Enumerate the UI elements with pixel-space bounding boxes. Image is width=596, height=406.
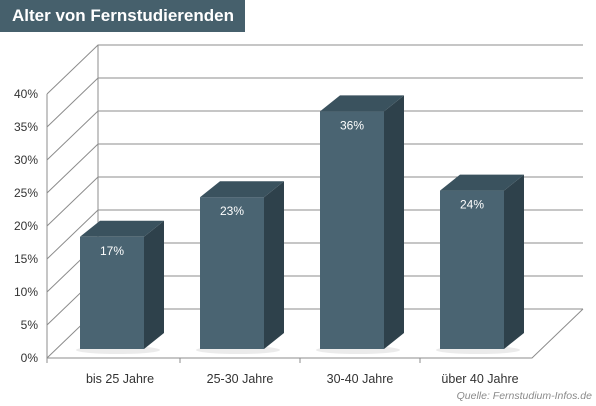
x-category-label: bis 25 Jahre (86, 372, 154, 386)
floor-edge (47, 308, 584, 359)
bar-front (80, 236, 144, 349)
bar: 23% (196, 181, 284, 354)
bar: 17% (76, 220, 164, 354)
gridline (46, 77, 583, 128)
chart-title: Alter von Fernstudierenden (0, 0, 245, 32)
source-note: Quelle: Fernstudium-Infos.de (456, 390, 592, 402)
bar-top (320, 95, 404, 112)
x-category-label: 25-30 Jahre (207, 372, 274, 386)
bar: 24% (436, 174, 524, 354)
y-tick-label: 35% (14, 120, 38, 134)
x-axis-categories: bis 25 Jahre 25-30 Jahre 30-40 Jahre über 4… (86, 372, 519, 386)
bar-top (440, 174, 524, 191)
gridline (46, 44, 583, 95)
y-tick-label: 0% (21, 351, 39, 365)
x-category-label: über 40 Jahre (441, 372, 518, 386)
data-label: 17% (100, 244, 124, 258)
y-tick-label: 40% (14, 87, 38, 101)
y-tick-label: 30% (14, 153, 38, 167)
y-tick-label: 15% (14, 252, 38, 266)
data-label: 23% (220, 204, 244, 218)
bar: 36% (316, 95, 404, 354)
bars: 17% 23% 36% 24% (76, 95, 524, 354)
bar-side (144, 220, 164, 349)
bar-front (320, 111, 384, 350)
bar-top (80, 220, 164, 237)
bar-front (200, 197, 264, 349)
x-category-label: 30-40 Jahre (327, 372, 394, 386)
y-axis-ticks: 0% 5% 10% 15% 20% 25% 30% 35% 40% (14, 87, 38, 365)
y-tick-label: 25% (14, 186, 38, 200)
data-label: 36% (340, 118, 364, 132)
bar-side (504, 174, 524, 349)
bar-top (200, 181, 284, 198)
gridline (46, 110, 583, 161)
y-tick-label: 10% (14, 285, 38, 299)
bar-side (384, 95, 404, 350)
y-tick-label: 20% (14, 219, 38, 233)
data-label: 24% (460, 198, 484, 212)
bar-front (440, 190, 504, 349)
bar-side (264, 181, 284, 349)
y-tick-label: 5% (21, 318, 39, 332)
